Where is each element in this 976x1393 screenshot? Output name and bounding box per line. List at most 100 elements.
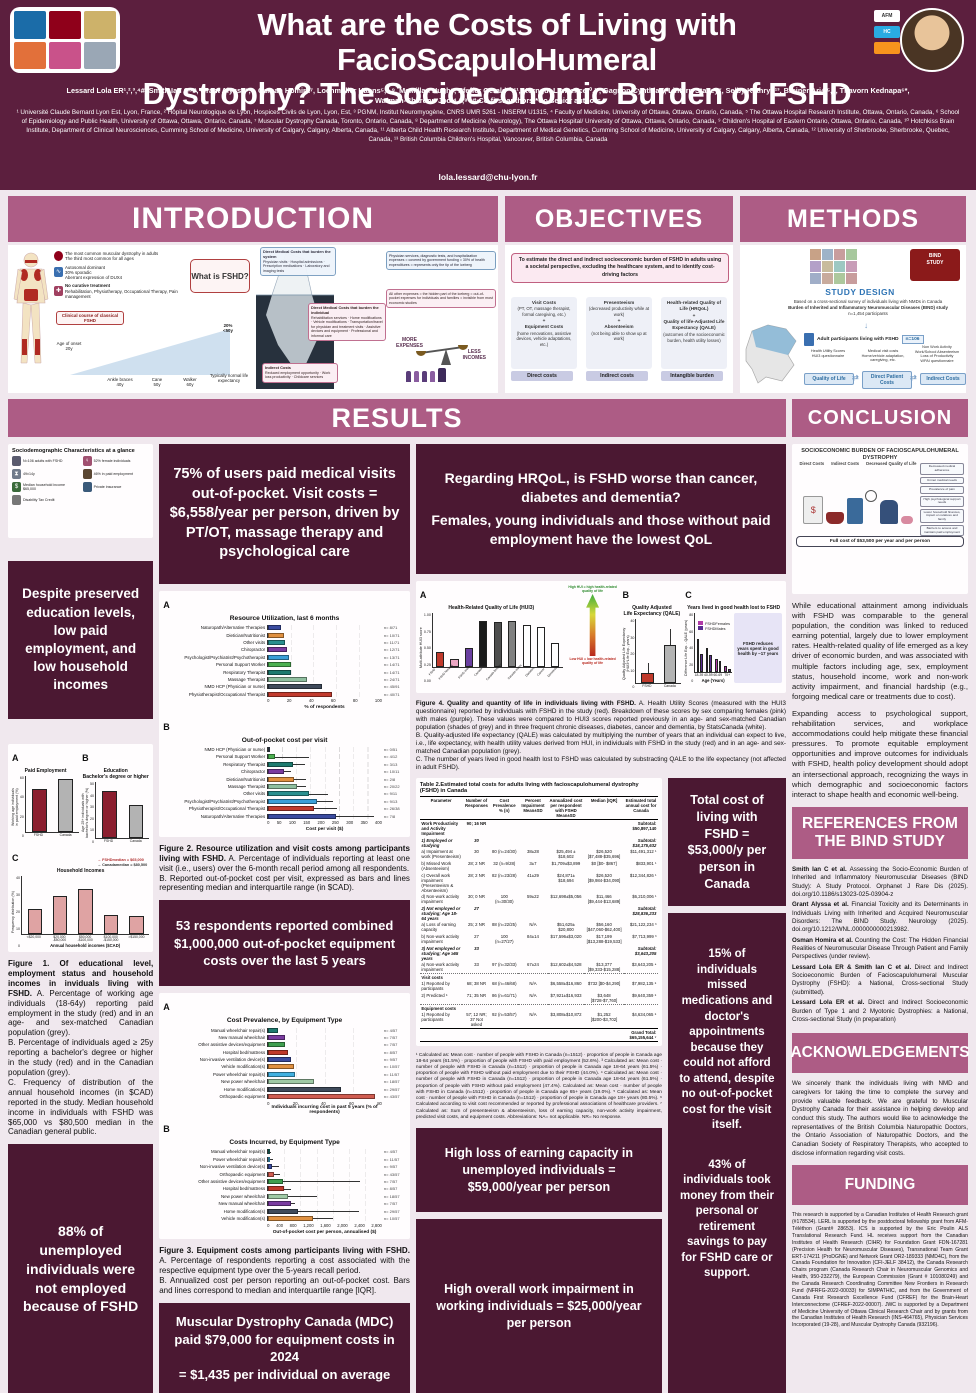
chart-track [267,647,382,653]
table-cell: $6,558±$16,860 [550,981,582,987]
chart-row: New manual wheelchair n= 7/57 [163,1034,406,1041]
tick: 0 [632,685,635,689]
group-label: 40-59 [704,673,713,678]
table-row: Work Productivity and Activity Impairmen… [419,819,658,838]
chart-bar [268,654,289,660]
chart-row: NMD HCP (Physician or nurse) n= 0/51 [163,746,406,753]
chart-title: Cost Prevalence, by Equipment Type [226,1017,343,1025]
table-cell: $26,520 [$9,984-$34,090] [587,872,621,883]
bar-label: FSHD [103,839,114,844]
tick: 60 [19,776,24,780]
chart-row: Physiotherapist/Occupational Therapist n=… [163,691,406,698]
introduction-band: INTRODUCTION [8,196,498,242]
item-bold: Lessard Lola ER & Smith Ian C et al. [791,963,915,971]
table-cell: 1) Reported by participants [421,1012,450,1023]
chart-track [267,1057,382,1063]
plus-sign: + [542,317,546,323]
chart-track [267,754,382,760]
tick: 0.75 [423,629,431,634]
legend-item: FSHDMales [698,626,730,631]
results-wide-column: Regarding HRQoL, is FSHD worse than canc… [415,444,786,1393]
chart-body: Difference Life Exp. - QALE (years) 80 60 4… [684,613,782,683]
chart-row: Non-invasive ventilation device(s) n= 9/5… [163,1056,406,1063]
chart-n-label: n= 11/57 [383,1071,400,1077]
table-cell: 59±22 [527,894,539,900]
item-bold: Osman Homira et al. [791,936,855,944]
table-cell [419,1027,463,1042]
error-bar [316,801,334,802]
chart-row: Physiotherapist/Occupational Therapist n=… [163,805,406,812]
table-cell: 57; 12 NR; 37 Not asked [466,1012,487,1028]
tick: 0 [267,1222,270,1228]
chart-bar [268,1086,341,1092]
chart-n-label: n= 7/57 [383,1179,398,1184]
error-bar [293,778,307,780]
chart-row-label: Home modification(s) [223,1086,266,1092]
figure1b-chart: B Education Bachelor's degree or higher Ag… [81,753,150,844]
plot-area [694,613,732,674]
figure1a-chart: A Paid Employment Working age individuals … [11,748,80,844]
bind-study-logo: BIND STUDY [910,249,960,281]
figure4-caption: Figure 4. Quality and quantity of life i… [416,700,786,771]
chart-track [267,632,382,638]
x-axis-label: Annual household incomes ($CAD) [50,943,121,948]
table-cell: Equipment costs [419,1003,463,1012]
bar-label: FSHD [33,833,44,838]
bar [128,804,144,839]
chart-bar [268,1094,375,1100]
bar-column [73,876,98,934]
bar-label: <$20,000 [26,934,41,939]
chart-bar [268,1193,289,1199]
contact-email[interactable]: lola.lessard@chu-lyon.fr [438,172,538,182]
bar [700,653,704,673]
error-bar [335,815,374,817]
chart-n-label: n= 4/57 [383,1149,398,1155]
bar [705,647,709,673]
affiliations: ¹ Université Claude Bernard Lyon Est, Ly… [16,109,960,144]
annotation: → Canadamedian = $80,500 [97,862,148,867]
tick: 30 [15,893,20,897]
infographic-title: SOCIOECONOMIC BURDEN OF FACIOSCAPULOHUME… [801,448,959,461]
chart-xlabel-row: Out-of-pocket cost per person, annualise… [163,1228,406,1235]
bar-label: Canada [129,839,142,844]
x-axis-label: % of respondents [304,705,345,711]
bar [724,666,727,673]
tick: 60 [349,1100,354,1106]
people-icons [406,368,446,382]
chart-bar [268,813,336,819]
chart-n-label: n= 7/57 [383,1201,398,1207]
tick: 80 [377,1100,382,1106]
chart-axis-row: 0 20 40 60 80 [163,1100,406,1106]
uottawa-logo [49,11,81,39]
qale-body: (outcomes of the socioeconomic burden, h… [663,331,725,343]
bar [27,909,42,934]
hidden-costs-box: All other expenses = the hidden part of … [386,289,496,309]
list-item: Unmet medical needs [919,476,964,485]
table-cell: 2) Not employed or studying; Age 18-64 y… [421,905,461,921]
objectives-content: To estimate the direct and indirect soci… [505,245,733,393]
chart-bar [268,1079,314,1085]
chart-n-label: n= 40/71 [383,691,400,697]
tick: 0.00 [423,679,431,683]
figure1-caption-head: Figure 1. Of educational level, employme… [8,959,154,998]
plot-main: FSHD Canada [24,776,80,838]
tick: 10 [15,927,20,931]
table-cell: $13,377 [$9,333-$15,288] [587,962,621,973]
treatment-icon: ✚ [54,286,63,297]
tick: 100 [374,698,382,704]
legend-swatch [698,626,704,630]
table-cell [491,837,519,849]
chart-n-label: n= 3/13 [383,761,398,767]
qale-header: Quality of life-Adjusted Life Expectancy… [663,319,725,331]
y-axis-label: Frequency distribution (%) [11,891,15,933]
table-cell: 1) Employed or studying [421,837,453,848]
chart-n-label: n= 13/71 [383,654,400,660]
tick: 800 [289,1222,297,1228]
chart-track [267,776,382,782]
chart-n-label: n= 0/51 [383,747,398,753]
absenteeism-header: Absenteeism [604,324,634,330]
chart-row-label: Non-invasive ventilation device(s) [199,1164,266,1170]
chart-n-label: n= 43/57 [383,1171,400,1177]
tick: 400 [276,1222,284,1228]
table-cell: $9,640,359 ⁵ [631,992,657,998]
